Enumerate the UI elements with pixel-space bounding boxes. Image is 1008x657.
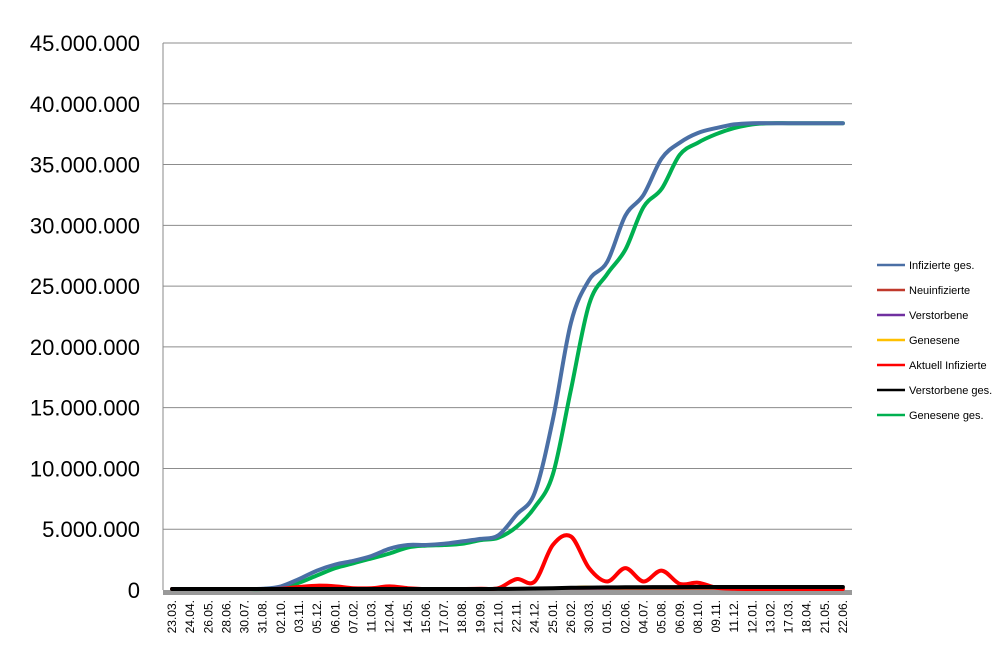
x-tick-label: 12.01. [745,600,759,633]
x-tick-label: 28.06. [219,600,233,633]
x-tick-label: 22.06. [836,600,850,633]
x-tick-label: 14.05. [401,600,415,633]
x-tick-label: 18.08. [455,600,469,633]
x-tick-label: 31.08. [256,600,270,633]
y-tick-label: 5.000.000 [42,517,140,542]
legend-label: Genesene [909,335,960,347]
y-tick-label: 40.000.000 [30,92,140,117]
y-tick-label: 10.000.000 [30,456,140,481]
y-tick-label: 35.000.000 [30,153,140,178]
y-tick-label: 0 [128,578,140,603]
x-tick-label: 11.12. [727,600,741,632]
x-tick-label: 07.02. [346,600,360,633]
series-lines [170,121,845,592]
y-tick-label: 45.000.000 [30,31,140,56]
x-tick-label: 17.07. [437,600,451,633]
x-tick-label: 06.09. [673,600,687,633]
x-tick-label: 01.05. [600,600,614,633]
x-tick-label: 26.05. [201,600,215,633]
legend-label: Verstorbene [909,310,968,322]
x-tick-label: 18.04. [800,600,814,633]
x-tick-label: 17.03. [782,600,796,633]
x-tick-label: 13.02. [763,600,777,633]
x-tick-label: 25.01. [546,600,560,633]
legend-label: Aktuell Infizierte [909,360,987,372]
x-tick-label: 26.02. [564,600,578,633]
legend-label: Neuinfizierte [909,285,970,297]
x-axis-tick-labels: 23.03. 24.04. 26.05. 28.06. 30.07. 31.08. 02.1… [165,600,850,633]
y-tick-label: 15.000.000 [30,396,140,421]
series-line-verstorbene-ges [170,584,845,591]
legend-label: Genesene ges. [909,410,984,422]
x-tick-label: 09.11. [709,600,723,632]
x-tick-label: 06.01. [328,600,342,633]
x-tick-label: 19.09. [473,600,487,633]
x-tick-label: 02.10. [274,600,288,633]
y-axis-tick-labels: 0 5.000.000 10.000.000 15.000.000 20.000.000… [30,31,140,603]
y-tick-label: 30.000.000 [30,213,140,238]
x-tick-label: 05.12. [310,600,324,633]
x-tick-label: 30.03. [582,600,596,633]
x-tick-label: 12.04. [383,600,397,633]
y-tick-label: 20.000.000 [30,335,140,360]
x-tick-label: 02.06. [618,600,632,633]
x-tick-label: 21.05. [818,600,832,633]
series-line-infizierte-ges [170,121,845,592]
x-tick-label: 21.10. [491,600,505,633]
x-tick-label: 05.08. [655,600,669,633]
legend-label: Infizierte ges. [909,260,974,272]
x-tick-label: 15.06. [419,600,433,633]
y-tick-label: 25.000.000 [30,274,140,299]
gridlines [163,42,852,530]
x-tick-label: 22.11. [510,600,524,632]
x-tick-label: 24.12. [528,600,542,633]
x-axis-band [163,590,852,595]
legend-label: Verstorbene ges. [909,385,992,397]
x-tick-label: 11.03. [365,600,379,632]
x-tick-label: 08.10. [691,600,705,633]
x-tick-label: 03.11. [292,600,306,632]
x-tick-label: 04.07. [636,600,650,633]
x-tick-label: 23.03. [165,600,179,633]
legend: Infizierte ges. Neuinfizierte Verstorbene G… [877,260,992,422]
x-tick-label: 24.04. [183,600,197,633]
x-tick-label: 30.07. [238,600,252,633]
